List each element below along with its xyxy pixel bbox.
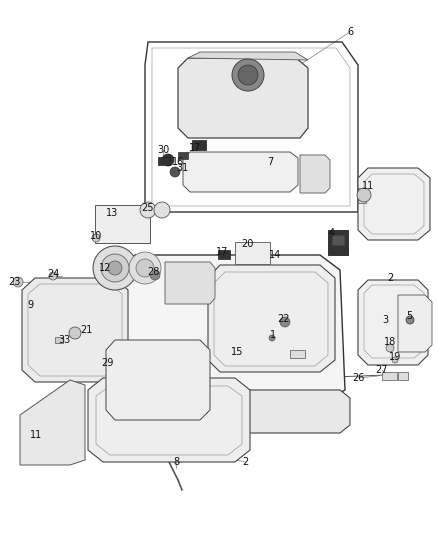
Circle shape bbox=[269, 335, 275, 341]
Text: 22: 22 bbox=[278, 314, 290, 324]
FancyBboxPatch shape bbox=[158, 157, 170, 165]
Polygon shape bbox=[398, 295, 432, 352]
Circle shape bbox=[386, 344, 394, 352]
FancyBboxPatch shape bbox=[290, 350, 305, 358]
Text: 19: 19 bbox=[389, 352, 401, 362]
Circle shape bbox=[232, 59, 264, 91]
FancyBboxPatch shape bbox=[55, 337, 63, 343]
Text: 11: 11 bbox=[362, 181, 374, 191]
Circle shape bbox=[108, 261, 122, 275]
Text: 14: 14 bbox=[269, 250, 281, 260]
FancyBboxPatch shape bbox=[358, 188, 366, 203]
FancyBboxPatch shape bbox=[178, 152, 188, 159]
Text: 20: 20 bbox=[241, 239, 253, 249]
Text: 28: 28 bbox=[147, 267, 159, 277]
Polygon shape bbox=[178, 58, 308, 138]
Text: 12: 12 bbox=[99, 263, 111, 273]
FancyBboxPatch shape bbox=[332, 235, 344, 245]
Polygon shape bbox=[300, 155, 330, 193]
Circle shape bbox=[136, 259, 154, 277]
FancyBboxPatch shape bbox=[235, 242, 270, 264]
Text: 24: 24 bbox=[47, 269, 59, 279]
FancyBboxPatch shape bbox=[192, 140, 206, 150]
Text: 2: 2 bbox=[387, 273, 393, 283]
Polygon shape bbox=[358, 280, 428, 365]
FancyBboxPatch shape bbox=[95, 205, 150, 243]
Text: 6: 6 bbox=[347, 27, 353, 37]
Polygon shape bbox=[183, 152, 298, 192]
Circle shape bbox=[93, 246, 137, 290]
Circle shape bbox=[13, 277, 23, 287]
Text: 2: 2 bbox=[242, 457, 248, 467]
FancyBboxPatch shape bbox=[328, 230, 348, 255]
Text: 30: 30 bbox=[157, 145, 169, 155]
Polygon shape bbox=[165, 262, 215, 304]
Circle shape bbox=[392, 357, 398, 363]
Polygon shape bbox=[102, 390, 350, 433]
Text: 17: 17 bbox=[216, 247, 228, 257]
Text: 11: 11 bbox=[30, 430, 42, 440]
Text: 31: 31 bbox=[176, 163, 188, 173]
Text: 18: 18 bbox=[384, 337, 396, 347]
Polygon shape bbox=[88, 378, 250, 462]
Text: 21: 21 bbox=[80, 325, 92, 335]
Circle shape bbox=[154, 202, 170, 218]
Text: 3: 3 bbox=[382, 315, 388, 325]
Circle shape bbox=[150, 270, 160, 280]
FancyBboxPatch shape bbox=[398, 372, 408, 380]
Text: 7: 7 bbox=[267, 157, 273, 167]
Polygon shape bbox=[188, 52, 308, 60]
Text: 23: 23 bbox=[8, 277, 20, 287]
Text: 5: 5 bbox=[406, 311, 412, 321]
Text: 9: 9 bbox=[27, 300, 33, 310]
Polygon shape bbox=[208, 265, 335, 372]
Circle shape bbox=[357, 188, 371, 202]
Circle shape bbox=[129, 252, 161, 284]
Circle shape bbox=[92, 234, 100, 242]
Text: 15: 15 bbox=[231, 347, 243, 357]
Text: 10: 10 bbox=[90, 231, 102, 241]
Text: 33: 33 bbox=[58, 335, 70, 345]
Polygon shape bbox=[106, 340, 210, 420]
Text: 13: 13 bbox=[106, 208, 118, 218]
Text: 27: 27 bbox=[376, 365, 388, 375]
Text: 4: 4 bbox=[329, 228, 335, 238]
Circle shape bbox=[162, 154, 174, 166]
Circle shape bbox=[69, 327, 81, 339]
Text: 17: 17 bbox=[189, 143, 201, 153]
Polygon shape bbox=[20, 380, 85, 465]
Circle shape bbox=[280, 317, 290, 327]
FancyBboxPatch shape bbox=[382, 372, 397, 380]
Circle shape bbox=[140, 202, 156, 218]
Circle shape bbox=[238, 65, 258, 85]
Text: 29: 29 bbox=[101, 358, 113, 368]
Polygon shape bbox=[22, 278, 128, 382]
Circle shape bbox=[406, 316, 414, 324]
FancyBboxPatch shape bbox=[218, 250, 230, 259]
Circle shape bbox=[101, 254, 129, 282]
Circle shape bbox=[49, 272, 57, 280]
Polygon shape bbox=[115, 255, 345, 405]
Text: 8: 8 bbox=[173, 457, 179, 467]
Text: 25: 25 bbox=[141, 203, 153, 213]
Circle shape bbox=[170, 167, 180, 177]
Text: 16: 16 bbox=[172, 157, 184, 167]
Text: 1: 1 bbox=[270, 330, 276, 340]
Text: 26: 26 bbox=[352, 373, 364, 383]
Polygon shape bbox=[358, 168, 430, 240]
